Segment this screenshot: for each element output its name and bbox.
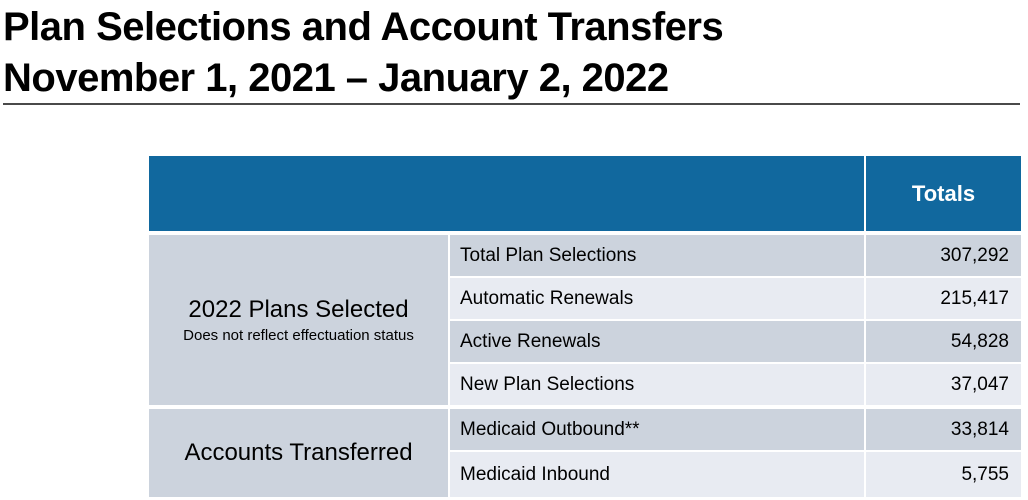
header-body-gap: [149, 231, 1021, 235]
row-value: 54,828: [866, 321, 1021, 362]
table-row: Total Plan Selections 307,292: [450, 235, 1021, 276]
row-label: Active Renewals: [450, 321, 864, 362]
title-underline: [3, 103, 1020, 105]
group-rows: Total Plan Selections 307,292 Automatic …: [450, 235, 1021, 405]
column-divider: [864, 278, 866, 319]
group-separator: [149, 405, 1021, 409]
group-accounts-transferred: Accounts Transferred Medicaid Outbound**…: [149, 409, 1021, 497]
column-divider: [864, 235, 866, 276]
row-label: Medicaid Outbound**: [450, 409, 864, 450]
row-value: 307,292: [866, 235, 1021, 276]
table-row: Automatic Renewals 215,417: [450, 278, 1021, 319]
table-row: New Plan Selections 37,047: [450, 364, 1021, 405]
totals-column-header: Totals: [866, 156, 1021, 231]
table-row: Medicaid Outbound** 33,814: [450, 409, 1021, 450]
row-value: 5,755: [866, 452, 1021, 497]
column-divider: [448, 409, 450, 497]
table-row: Active Renewals 54,828: [450, 321, 1021, 362]
row-value: 37,047: [866, 364, 1021, 405]
plan-selections-table: Totals 2022 Plans Selected Does not refl…: [149, 156, 1021, 497]
column-divider: [864, 321, 866, 362]
group-sublabel: Does not reflect effectuation status: [183, 327, 414, 344]
table-row: Medicaid Inbound 5,755: [450, 452, 1021, 497]
group-label: Accounts Transferred: [184, 439, 413, 466]
column-divider: [864, 452, 866, 497]
column-divider: [864, 364, 866, 405]
row-label: Total Plan Selections: [450, 235, 864, 276]
group-label-cell: 2022 Plans Selected Does not reflect eff…: [149, 235, 448, 405]
group-label: 2022 Plans Selected: [188, 296, 409, 323]
title-line-1: Plan Selections and Account Transfers: [3, 5, 724, 49]
table-header-row: Totals: [149, 156, 1021, 231]
row-label: Medicaid Inbound: [450, 452, 864, 497]
page-title: Plan Selections and Account Transfers No…: [3, 2, 724, 104]
row-label: New Plan Selections: [450, 364, 864, 405]
group-rows: Medicaid Outbound** 33,814 Medicaid Inbo…: [450, 409, 1021, 497]
column-divider: [864, 409, 866, 450]
title-line-2: November 1, 2021 – January 2, 2022: [3, 56, 669, 100]
header-spacer-cell: [149, 156, 864, 231]
column-divider: [864, 156, 866, 231]
column-divider: [448, 235, 450, 405]
group-2022-plans-selected: 2022 Plans Selected Does not reflect eff…: [149, 235, 1021, 405]
group-label-cell: Accounts Transferred: [149, 409, 448, 497]
row-value: 215,417: [866, 278, 1021, 319]
row-label: Automatic Renewals: [450, 278, 864, 319]
row-value: 33,814: [866, 409, 1021, 450]
